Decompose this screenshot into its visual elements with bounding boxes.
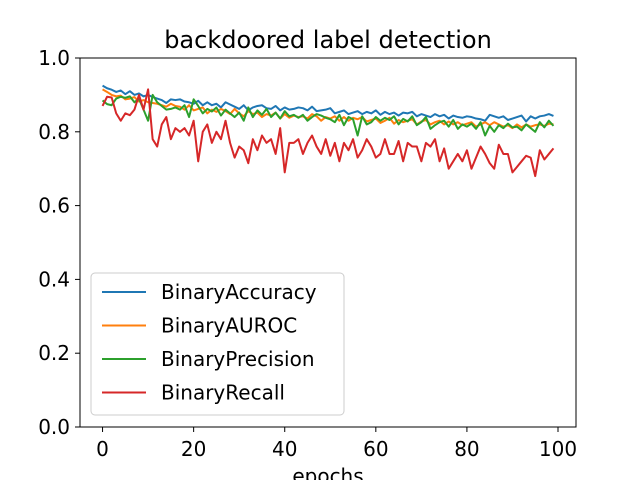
- legend-label-3: BinaryRecall: [161, 381, 285, 405]
- legend-box: [90, 272, 345, 416]
- series-lines: [101, 84, 555, 178]
- y-axis: 0.0 0.2 0.4 0.6 0.8 1.0: [38, 46, 80, 439]
- y-tick-label: 1.0: [38, 46, 70, 70]
- legend: BinaryAccuracy BinaryAUROC BinaryPrecision…: [90, 272, 345, 416]
- legend-label-0: BinaryAccuracy: [161, 280, 317, 304]
- y-tick-label: 0.4: [38, 267, 70, 291]
- series-line-0: [102, 84, 554, 123]
- x-tick-label: 60: [363, 437, 388, 461]
- y-tick-label: 0.2: [38, 341, 70, 365]
- x-axis: 0 20 40 60 80 100: [96, 427, 577, 461]
- x-tick-label: 20: [181, 437, 206, 461]
- x-axis-label: epochs: [292, 464, 363, 480]
- x-tick-label: 40: [272, 437, 297, 461]
- y-tick-label: 0.0: [38, 415, 70, 439]
- legend-label-1: BinaryAUROC: [161, 314, 297, 338]
- legend-label-2: BinaryPrecision: [161, 347, 315, 371]
- x-tick-label: 100: [539, 437, 577, 461]
- x-tick-label: 0: [96, 437, 109, 461]
- series-line-3: [101, 88, 555, 178]
- plot-area-frame: [79, 57, 577, 428]
- series-line-2: [101, 93, 555, 137]
- y-tick-label: 0.8: [38, 120, 70, 144]
- y-tick-label: 0.6: [38, 194, 70, 218]
- x-tick-label: 80: [454, 437, 479, 461]
- chart-title: backdoored label detection: [164, 26, 492, 54]
